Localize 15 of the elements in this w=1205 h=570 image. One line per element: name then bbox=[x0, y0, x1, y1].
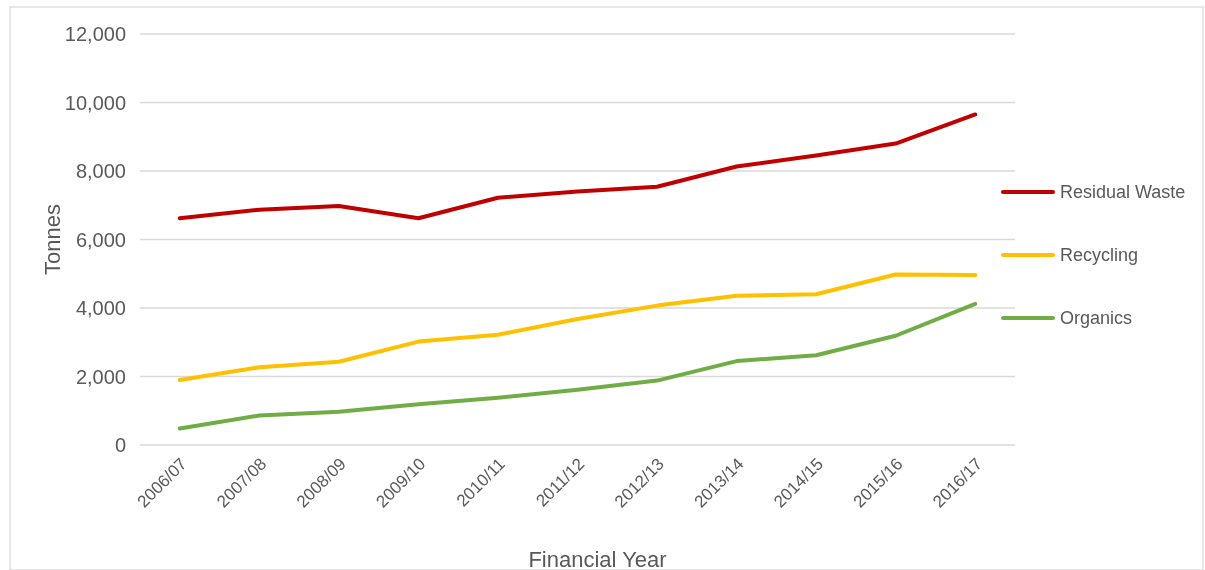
line-series bbox=[177, 272, 978, 382]
line-series bbox=[177, 112, 978, 221]
y-tick-label: 10,000 bbox=[64, 91, 126, 114]
y-tick-label: 0 bbox=[114, 434, 126, 456]
x-axis-title: Financial Year bbox=[528, 547, 667, 570]
y-tick-label: 4,000 bbox=[75, 297, 126, 319]
y-axis-title: Tonnes bbox=[40, 204, 65, 275]
line-series bbox=[177, 301, 978, 431]
legend-label: Recycling bbox=[1060, 245, 1139, 266]
y-tick-label: 6,000 bbox=[75, 228, 126, 251]
y-tick-label: 12,000 bbox=[64, 23, 126, 45]
legend-label: Organics bbox=[1060, 308, 1133, 329]
legend-label: Residual Waste bbox=[1060, 182, 1186, 203]
y-tick-label: 2,000 bbox=[75, 365, 126, 388]
y-tick-label: 8,000 bbox=[75, 160, 126, 182]
